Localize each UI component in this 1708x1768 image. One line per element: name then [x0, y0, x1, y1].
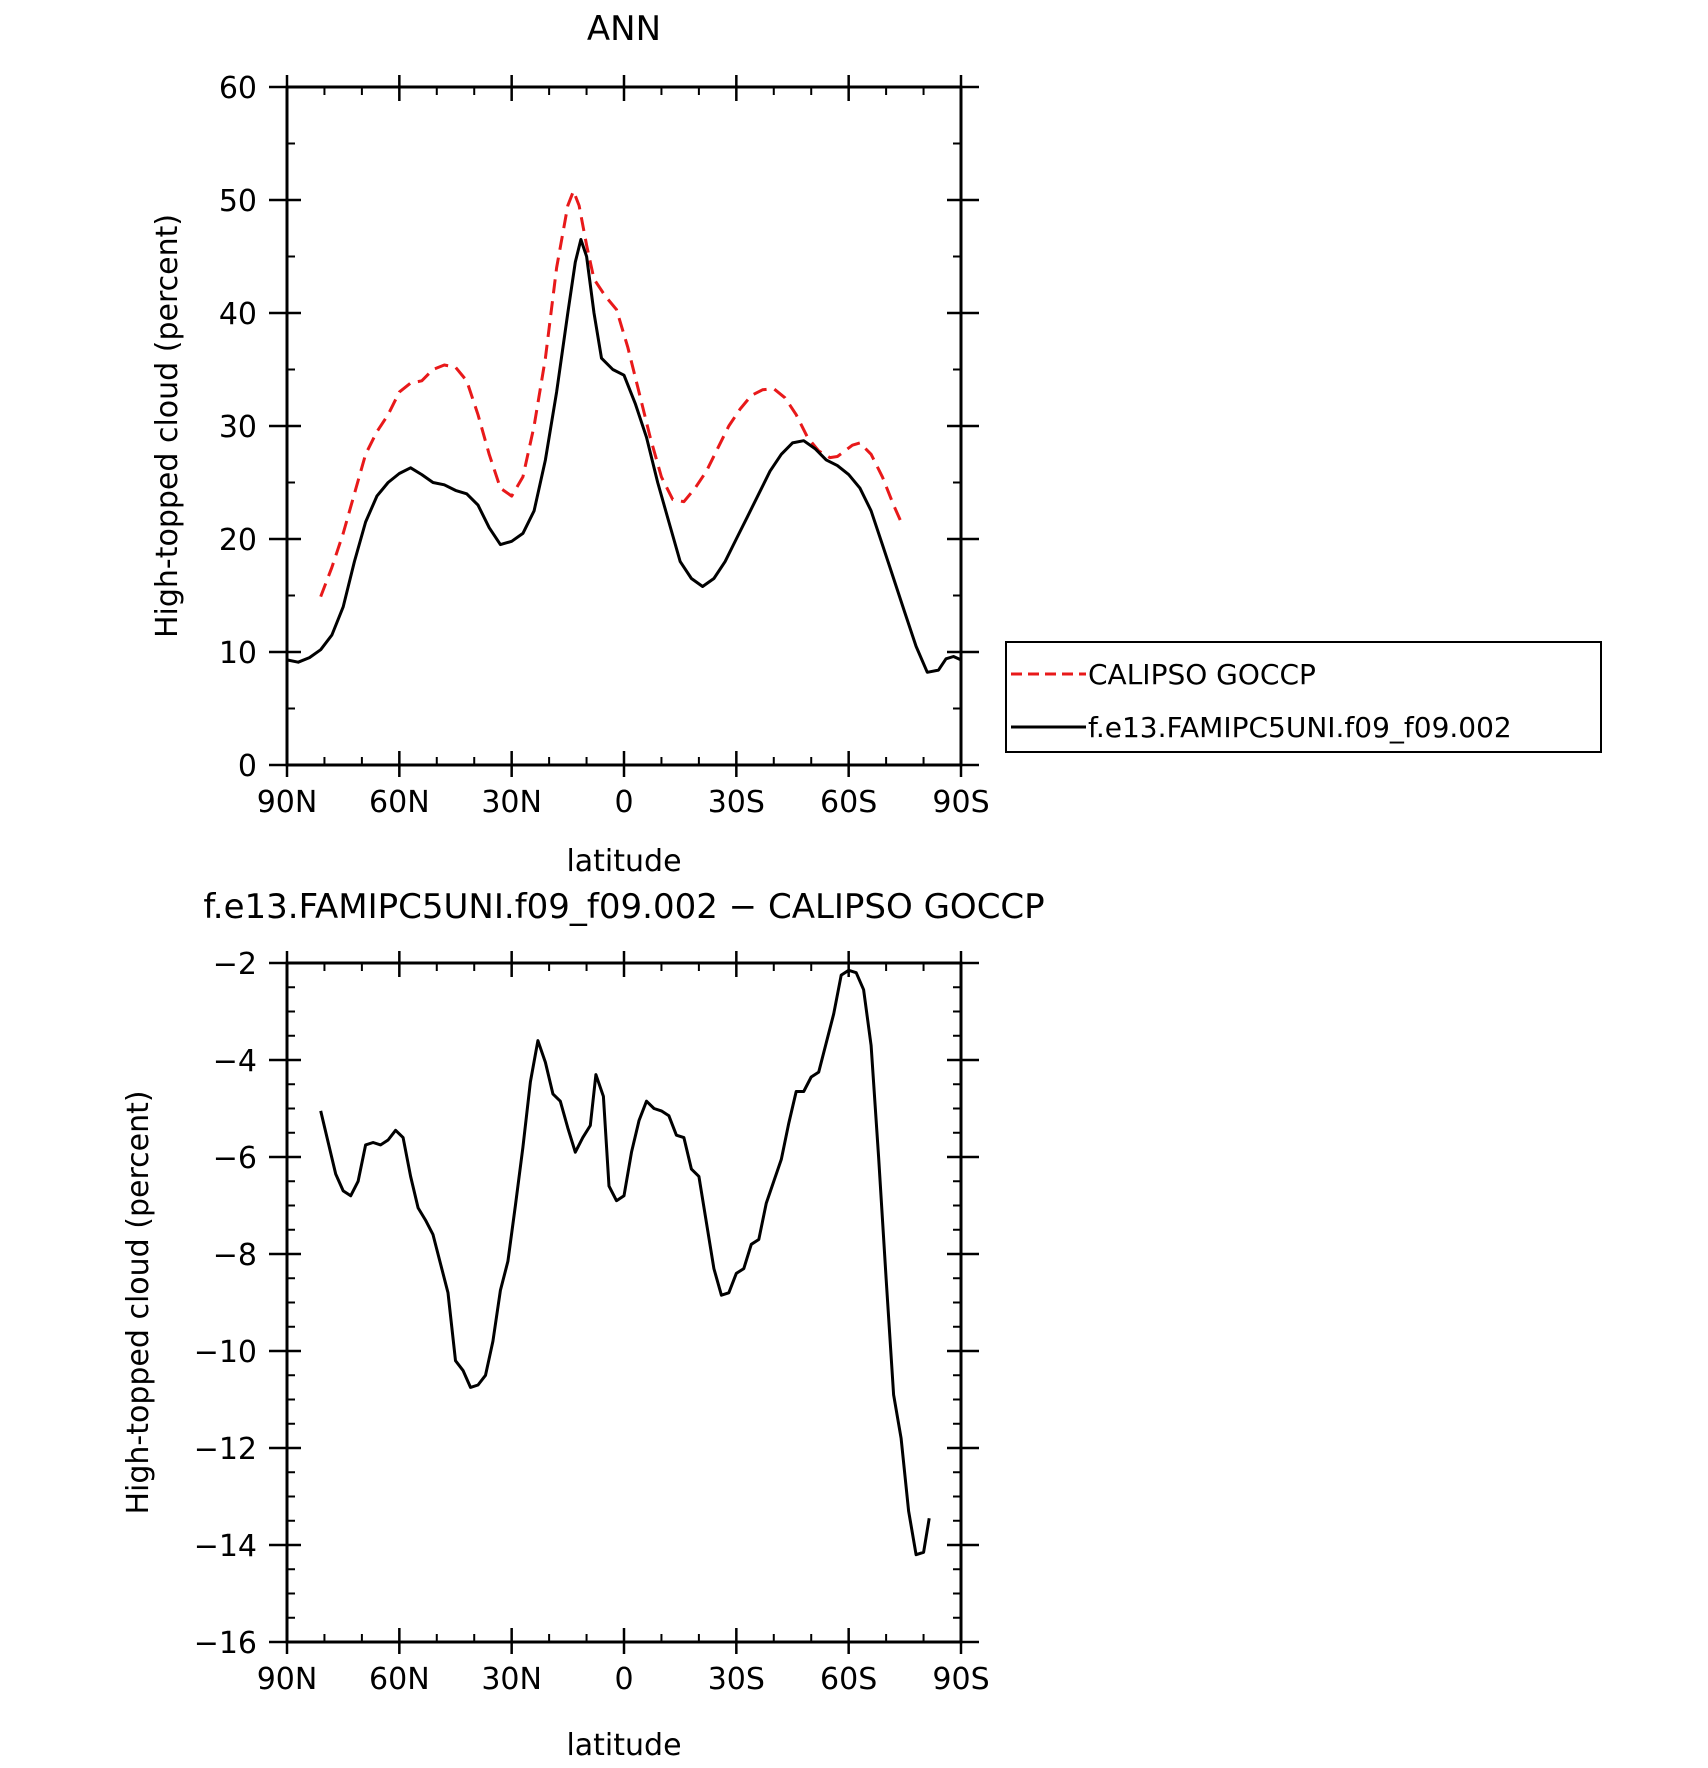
- top-ticks: [269, 75, 979, 777]
- bottom-y-axis-label: High-topped cloud (percent): [121, 1090, 156, 1514]
- bottom-series-line-0: [319, 968, 931, 1557]
- bottom-panel: f.e13.FAMIPC5UNI.f09_f09.002 − CALIPSO G…: [121, 887, 1045, 1763]
- bottom-y-tick-label: −4: [213, 1044, 257, 1079]
- bottom-x-tick-label: 60S: [820, 1662, 877, 1697]
- top-x-tick-label: 90N: [257, 785, 318, 820]
- legend-box: [1005, 641, 1602, 753]
- top-series-line-0: [319, 189, 903, 598]
- bottom-x-tick-label: 90N: [257, 1662, 318, 1697]
- top-y-tick-label: 30: [219, 410, 257, 445]
- top-series: [286, 189, 962, 674]
- legend-label-calipso: CALIPSO GOCCP: [1088, 658, 1316, 691]
- top-y-tick-label: 20: [219, 523, 257, 558]
- top-x-tick-label: 90S: [932, 785, 989, 820]
- bottom-x-tick-label: 60N: [369, 1662, 430, 1697]
- top-y-tick-label: 0: [238, 749, 257, 784]
- top-x-tick-label: 0: [614, 785, 633, 820]
- top-y-tick-label: 40: [219, 297, 257, 332]
- bottom-series: [319, 968, 931, 1557]
- top-x-tick-label: 60S: [820, 785, 877, 820]
- bottom-tick-labels: 90N 60N 30N 0 30S 60S 90S −16 −14 −12 −10 −8 −6 −4 −2: [194, 947, 990, 1697]
- bottom-y-tick-label: −2: [213, 947, 257, 982]
- bottom-y-tick-label: −12: [194, 1432, 257, 1467]
- top-x-tick-label: 60N: [369, 785, 430, 820]
- top-y-tick-label: 60: [219, 71, 257, 106]
- top-tick-labels: 90N 60N 30N 0 30S 60S 90S 0 10 20 30 40 50 60: [219, 71, 990, 820]
- bottom-y-tick-label: −6: [213, 1141, 257, 1176]
- bottom-y-tick-label: −10: [194, 1335, 257, 1370]
- bottom-x-tick-label: 30N: [481, 1662, 542, 1697]
- bottom-y-tick-label: −14: [194, 1529, 257, 1564]
- top-y-axis-label: High-topped cloud (percent): [150, 214, 185, 638]
- bottom-x-tick-label: 90S: [932, 1662, 989, 1697]
- bottom-plot-frame: [285, 961, 963, 1644]
- top-x-axis-label: latitude: [566, 844, 681, 879]
- top-y-tick-label: 50: [219, 184, 257, 219]
- top-y-tick-label: 10: [219, 636, 257, 671]
- legend: CALIPSO GOCCP f.e13.FAMIPC5UNI.f09_f09.0…: [1005, 641, 1602, 753]
- top-plot-frame: [285, 85, 963, 767]
- bottom-x-axis-label: latitude: [566, 1728, 681, 1763]
- legend-label-model: f.e13.FAMIPC5UNI.f09_f09.002: [1088, 711, 1512, 744]
- bottom-x-tick-label: 0: [614, 1662, 633, 1697]
- top-chart-title: ANN: [587, 9, 661, 49]
- bottom-chart-title: f.e13.FAMIPC5UNI.f09_f09.002 − CALIPSO G…: [203, 887, 1044, 927]
- top-panel: ANN High-topped cloud (percent) latitude…: [150, 9, 1602, 879]
- bottom-y-tick-label: −16: [194, 1626, 257, 1661]
- top-x-tick-label: 30N: [481, 785, 542, 820]
- bottom-x-tick-label: 30S: [708, 1662, 765, 1697]
- top-x-tick-label: 30S: [708, 785, 765, 820]
- bottom-y-tick-label: −8: [213, 1238, 257, 1273]
- top-series-line-1: [286, 238, 962, 674]
